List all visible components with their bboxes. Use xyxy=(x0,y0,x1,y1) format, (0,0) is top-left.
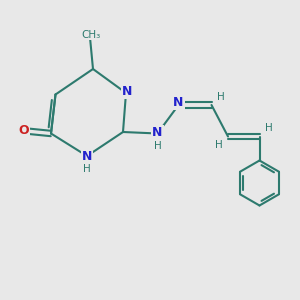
Text: H: H xyxy=(217,92,224,102)
Text: H: H xyxy=(265,123,272,133)
Text: H: H xyxy=(215,140,223,151)
Text: O: O xyxy=(19,124,29,137)
Text: N: N xyxy=(173,95,184,109)
Text: CH₃: CH₃ xyxy=(82,29,101,40)
Text: H: H xyxy=(154,140,161,151)
Text: N: N xyxy=(82,149,92,163)
Text: N: N xyxy=(122,85,133,98)
Text: N: N xyxy=(152,125,163,139)
Text: H: H xyxy=(83,164,91,175)
